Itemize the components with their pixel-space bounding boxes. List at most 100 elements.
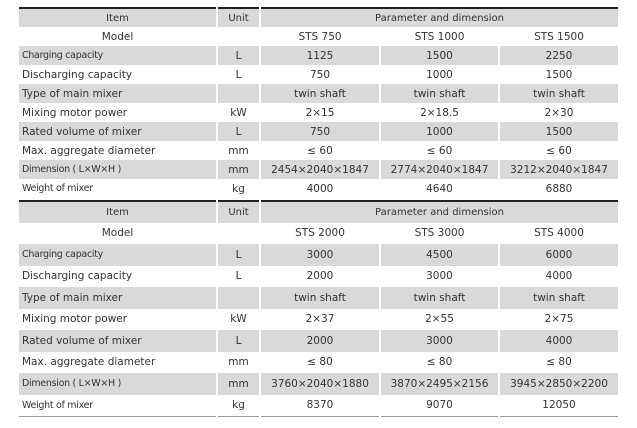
row-value: 3945×2850×2200 [497,373,619,395]
row-unit: L [216,46,260,65]
row-value: twin shaft [259,84,380,103]
row-label: Type of main mixer [22,291,123,304]
row-label: Charging capacity [22,249,103,261]
table-row: Max. aggregate diameter mm ≤ 60 ≤ 60 ≤ 60 [19,141,619,160]
row-value: 2×37 [259,308,380,330]
row-label: Dimension ( L×W×H ) [22,378,122,390]
header-row: Item Unit Parameter and dimension [19,8,619,27]
row-label: Discharging capacity [22,68,133,81]
row-unit: L [216,244,260,266]
row-label: Rated volume of mixer [22,125,142,138]
row-unit: mm [216,141,260,160]
table-row: Discharging capacity L 2000 3000 4000 [19,265,619,287]
row-value: 12050 [497,394,619,416]
row-unit: kW [216,308,260,330]
row-value: 8370 [259,394,380,416]
row-value: 3212×2040×1847 [497,160,619,179]
row-value: 2×55 [379,308,499,330]
row-value: ≤ 60 [497,141,619,160]
header-parameter: Parameter and dimension [258,201,619,223]
model-name: STS 2000 [259,222,380,244]
row-label: Max. aggregate diameter [22,144,156,157]
row-value: ≤ 80 [259,351,380,373]
row-value: twin shaft [497,287,619,309]
row-label: Discharging capacity [22,270,133,283]
row-unit: mm [216,373,260,395]
spec-table-2: Item Unit Parameter and dimension Model STS … [19,200,619,417]
row-unit: kg [216,179,260,198]
table-row: Dimension ( L×W×H ) mm 3760×2040×1880 3870×… [19,373,619,395]
row-label: Rated volume of mixer [22,334,142,347]
table-row: Dimension ( L×W×H ) mm 2454×2040×1847 2774×… [19,160,619,179]
row-value: 3760×2040×1880 [259,373,380,395]
row-value: 4000 [497,265,619,287]
model-label: Model [101,30,134,43]
row-value: 3870×2495×2156 [379,373,499,395]
row-value: 1000 [379,65,499,84]
header-row: Item Unit Parameter and dimension [19,201,619,223]
table-row: Type of main mixer twin shaft twin shaft tw… [19,84,619,103]
row-value: 6880 [497,179,619,198]
row-value: 6000 [497,244,619,266]
header-item: Item [106,206,129,218]
row-value: 4640 [379,179,499,198]
model-name: STS 3000 [379,222,499,244]
row-unit: L [216,122,260,141]
row-label: Mixing motor power [22,313,128,326]
table-row: Rated volume of mixer L 750 1000 1500 [19,122,619,141]
row-label: Mixing motor power [22,106,128,119]
row-value: 4500 [379,244,499,266]
table-row: Charging capacity L 1125 1500 2250 [19,46,619,65]
row-unit: mm [216,351,260,373]
table-row: Weight of mixer kg 8370 9070 12050 [19,394,619,416]
model-name: STS 4000 [497,222,619,244]
row-value: ≤ 60 [379,141,499,160]
row-unit: L [216,330,260,352]
row-unit: mm [216,160,260,179]
row-value: 4000 [259,179,380,198]
row-value: twin shaft [497,84,619,103]
row-label: Weight of mixer [22,183,93,194]
header-unit: Unit [216,8,260,27]
model-row: Model STS 2000 STS 3000 STS 4000 [19,222,619,244]
row-label: Weight of mixer [22,399,93,411]
row-value: 2454×2040×1847 [259,160,380,179]
row-label: Charging capacity [22,50,103,61]
table-row: Mixing motor power kW 2×37 2×55 2×75 [19,308,619,330]
table-row: Weight of mixer kg 4000 4640 6880 [19,179,619,198]
row-value: twin shaft [379,287,499,309]
row-value: 1125 [259,46,380,65]
table-row: Rated volume of mixer L 2000 3000 4000 [19,330,619,352]
row-value: 9070 [379,394,499,416]
row-value: ≤ 80 [497,351,619,373]
row-unit [216,287,260,309]
model-row: Model STS 750 STS 1000 STS 1500 [19,27,619,46]
header-parameter: Parameter and dimension [258,8,619,27]
row-value: 2×18.5 [379,103,499,122]
row-value: twin shaft [259,287,380,309]
header-item: Item [106,12,129,24]
row-value: 3000 [259,244,380,266]
table-row: Charging capacity L 3000 4500 6000 [19,244,619,266]
row-value: 1500 [379,46,499,65]
row-value: 2000 [259,330,380,352]
row-label: Max. aggregate diameter [22,356,156,369]
row-unit: kg [216,394,260,416]
model-label: Model [101,227,134,240]
model-name: STS 1000 [379,27,499,46]
row-value: ≤ 60 [259,141,380,160]
row-value: 2×75 [497,308,619,330]
row-value: 750 [259,122,380,141]
spec-table-1: Item Unit Parameter and dimension Model STS … [19,7,619,198]
model-name: STS 750 [259,27,380,46]
row-value: twin shaft [379,84,499,103]
table-row: Mixing motor power kW 2×15 2×18.5 2×30 [19,103,619,122]
row-value: ≤ 80 [379,351,499,373]
row-value: 2×30 [497,103,619,122]
row-value: 3000 [379,265,499,287]
table-row: Discharging capacity L 750 1000 1500 [19,65,619,84]
row-unit: L [216,65,260,84]
row-value: 1500 [497,122,619,141]
row-unit [216,84,260,103]
row-label: Type of main mixer [22,87,123,100]
